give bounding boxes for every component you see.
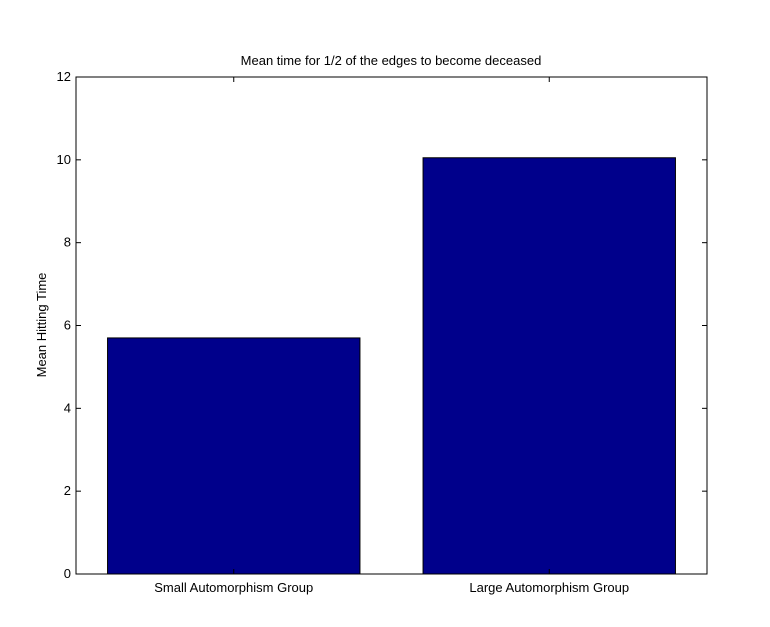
y-tick-label: 6 xyxy=(64,318,71,333)
y-tick-label: 4 xyxy=(64,400,71,415)
x-tick-label: Large Automorphism Group xyxy=(469,580,629,595)
chart-title: Mean time for 1/2 of the edges to become… xyxy=(241,53,542,68)
y-tick-label: 8 xyxy=(64,235,71,250)
bar-1 xyxy=(107,337,361,575)
ticks-layer: Small Automorphism Group Large Automorphi… xyxy=(57,69,707,595)
y-axis-title: Mean Hitting Time xyxy=(34,273,49,378)
y-tick-label: 12 xyxy=(57,69,71,84)
bars-layer xyxy=(107,157,676,575)
y-tick-label: 10 xyxy=(57,152,71,167)
x-tick-label: Small Automorphism Group xyxy=(154,580,313,595)
y-tick-label: 0 xyxy=(64,566,71,581)
bar-2 xyxy=(422,157,676,575)
y-tick-label: 2 xyxy=(64,483,71,498)
